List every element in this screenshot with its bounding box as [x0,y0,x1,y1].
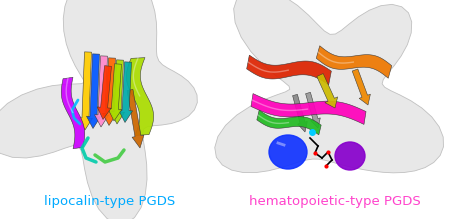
Polygon shape [87,54,101,129]
Polygon shape [102,58,116,125]
Polygon shape [126,58,154,135]
Polygon shape [352,69,371,105]
Polygon shape [119,62,133,122]
Polygon shape [316,46,392,78]
Polygon shape [111,60,125,124]
Polygon shape [251,94,366,124]
Polygon shape [97,66,111,120]
Polygon shape [306,92,320,128]
Polygon shape [61,77,85,149]
Polygon shape [257,110,321,135]
Polygon shape [108,64,122,121]
Polygon shape [78,52,92,130]
Ellipse shape [335,142,365,170]
Polygon shape [0,0,198,219]
Polygon shape [127,90,144,148]
Polygon shape [317,74,337,108]
Polygon shape [215,0,443,173]
Text: lipocalin-type PGDS: lipocalin-type PGDS [44,195,176,208]
Ellipse shape [269,135,307,169]
Polygon shape [95,56,109,127]
Polygon shape [293,94,307,132]
Polygon shape [247,55,331,85]
Text: hematopoietic-type PGDS: hematopoietic-type PGDS [249,195,421,208]
